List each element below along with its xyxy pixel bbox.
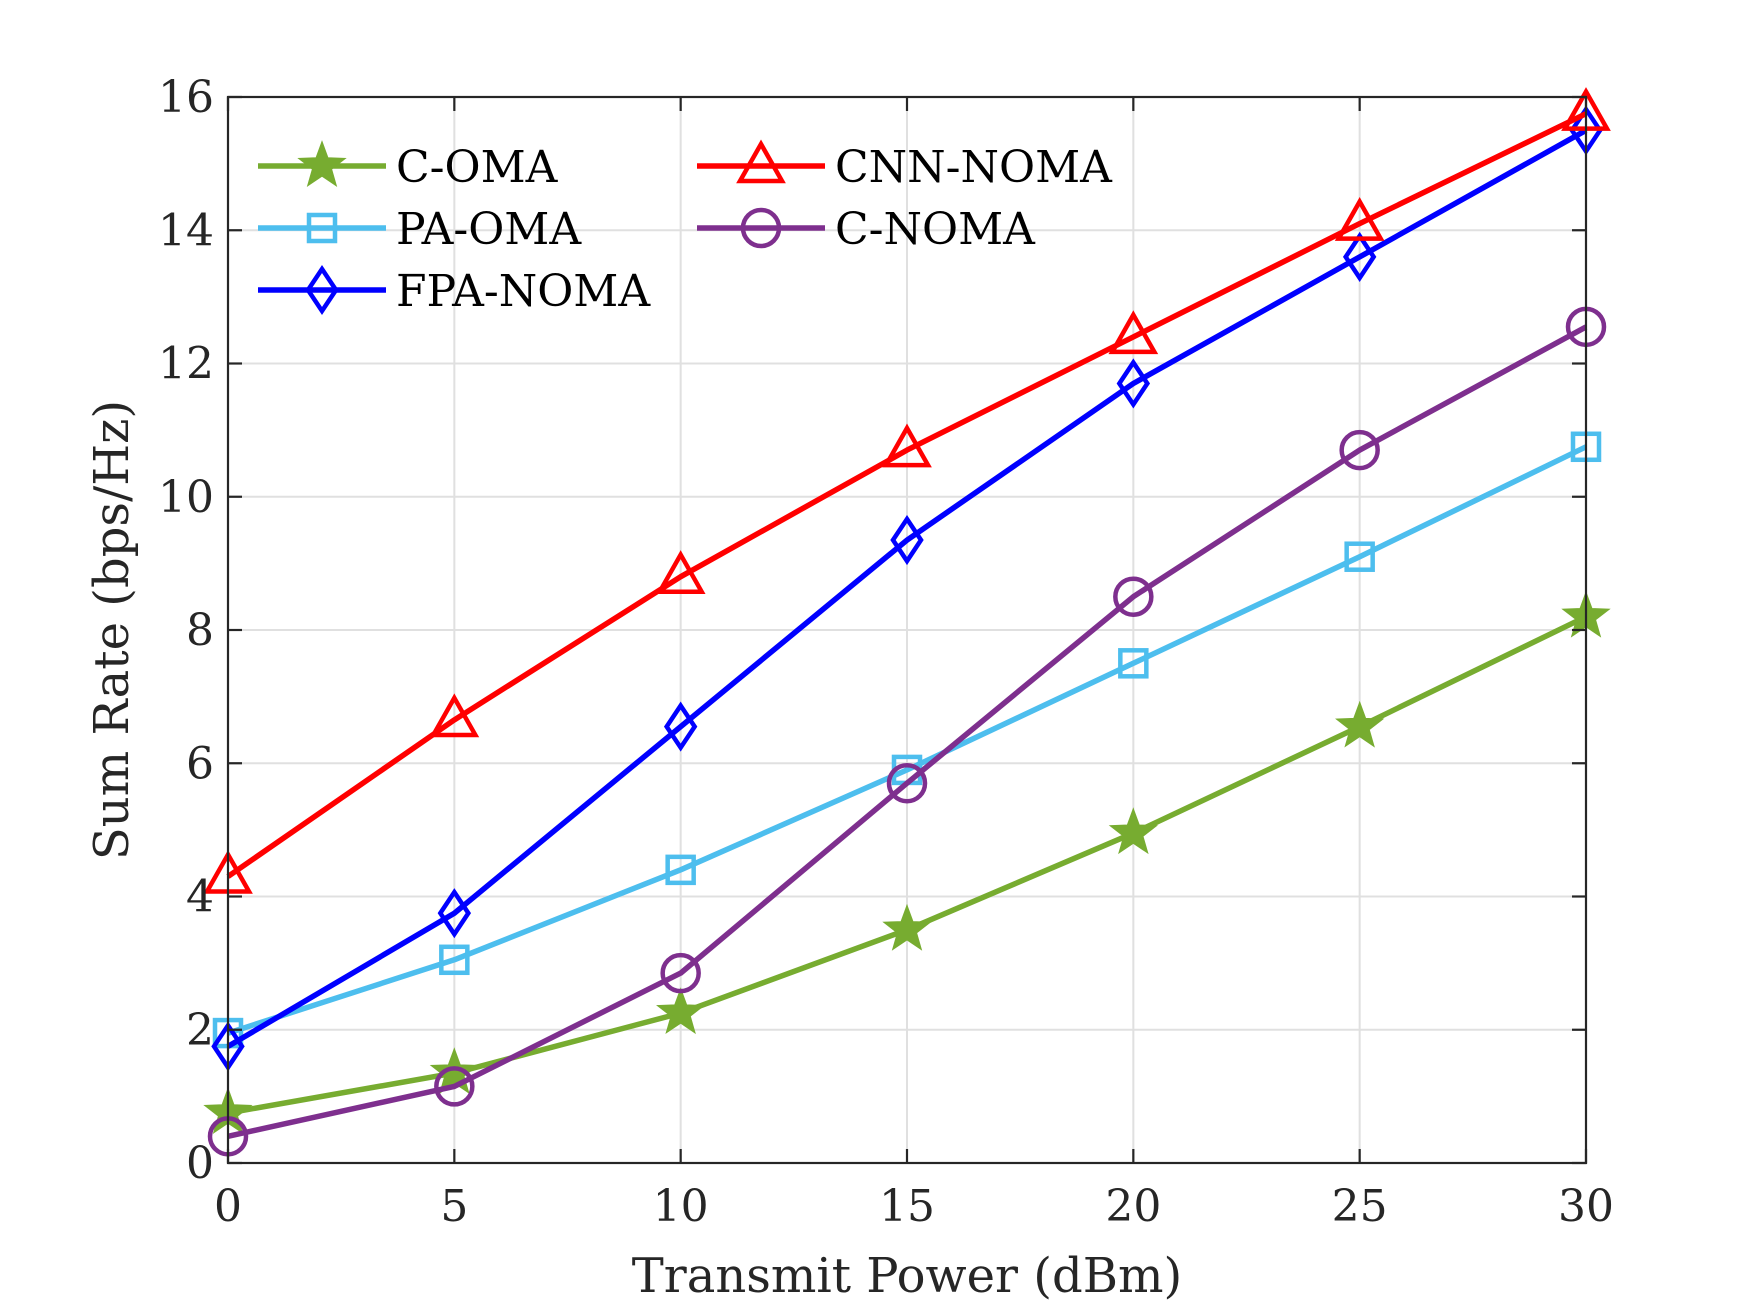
legend-entry-cnn-noma: CNN-NOMA	[697, 139, 1113, 193]
series-line	[227, 324, 1588, 1139]
data-point	[439, 944, 470, 976]
y-tick-label: 10	[158, 472, 214, 523]
x-tick-label: 30	[1558, 1181, 1614, 1232]
data-point	[1342, 231, 1377, 282]
x-axis-label: Transmit Power (dBm)	[632, 1248, 1182, 1304]
legend-label: C-NOMA	[835, 204, 1036, 255]
series-line	[226, 127, 1588, 1049]
legend-label: C-OMA	[396, 142, 559, 193]
data-point	[1344, 541, 1375, 572]
data-point	[665, 854, 696, 886]
x-tick-label: 15	[879, 1181, 935, 1232]
legend-entry-fpa-noma: FPA-NOMA	[258, 264, 651, 317]
y-tick-label: 8	[186, 605, 214, 656]
axis-ticks: 0 5 10 15 20 25 30 0 2 4 6 8 10 12 14 16	[158, 72, 1614, 1232]
data-point	[890, 514, 924, 566]
data-point	[1108, 310, 1159, 355]
data-point	[1108, 807, 1158, 855]
legend-label: CNN-NOMA	[835, 142, 1113, 193]
y-tick-label: 0	[186, 1138, 214, 1189]
data-point	[882, 423, 932, 468]
data-point	[656, 987, 706, 1035]
y-tick-label: 16	[158, 72, 214, 123]
data-point	[663, 701, 698, 752]
y-axis-label: Sum Rate (bps/Hz)	[84, 400, 140, 860]
legend: C-OMA PA-OMA FPA-NOMA CNN-NOMA C-NOMA	[258, 139, 1113, 317]
legend-label: FPA-NOMA	[396, 266, 651, 317]
legend-marker	[740, 207, 782, 249]
data-point	[882, 903, 932, 951]
data-point	[1118, 648, 1149, 679]
data-point	[655, 550, 706, 594]
data-point	[429, 1047, 479, 1095]
legend-entry-c-noma: C-NOMA	[697, 204, 1036, 255]
y-tick-label: 6	[186, 738, 214, 789]
y-tick-label: 2	[186, 1005, 214, 1056]
series-layer	[203, 87, 1611, 1157]
legend-marker	[297, 140, 347, 187]
legend-marker	[736, 139, 786, 184]
x-tick-label: 0	[214, 1181, 242, 1232]
data-point	[1334, 197, 1385, 241]
data-point	[886, 762, 928, 804]
data-point	[660, 952, 701, 994]
data-point	[1339, 429, 1380, 471]
x-tick-label: 5	[440, 1181, 468, 1232]
legend-marker	[305, 264, 339, 316]
legend-marker	[306, 212, 338, 244]
series-line	[227, 444, 1588, 1036]
data-point	[429, 693, 480, 738]
data-point	[434, 1066, 475, 1107]
data-point	[1113, 576, 1154, 617]
x-tick-label: 20	[1105, 1181, 1161, 1232]
x-tick-label: 10	[653, 1181, 709, 1232]
y-tick-label: 4	[186, 872, 214, 923]
data-point	[437, 888, 472, 939]
data-point	[1335, 700, 1385, 748]
data-point	[1116, 358, 1151, 409]
series-fpa-noma	[211, 105, 1603, 1072]
x-tick-label: 25	[1332, 1181, 1388, 1232]
legend-label: PA-OMA	[396, 204, 582, 255]
legend-entry-c-oma: C-OMA	[258, 140, 559, 193]
legend-entry-pa-oma: PA-OMA	[258, 204, 582, 255]
y-tick-label: 12	[158, 339, 214, 390]
series-line	[226, 111, 1588, 879]
y-tick-label: 14	[158, 205, 214, 256]
